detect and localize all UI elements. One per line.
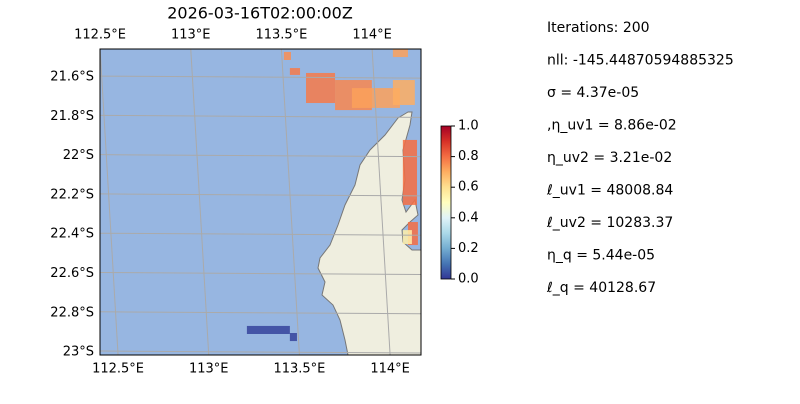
info-line: ℓ_uv1 = 48008.84 — [546, 183, 673, 199]
x-tick-label-bottom: 112.5°E — [92, 362, 144, 377]
grid-line — [190, 49, 210, 355]
land — [317, 111, 421, 355]
x-tick-label-top: 113.5°E — [255, 28, 307, 43]
colorbar-tick-label: 0.8 — [458, 149, 479, 164]
cell — [392, 80, 415, 105]
colorbar-tick-label: 0.6 — [458, 180, 479, 195]
grid — [100, 49, 421, 355]
colorbar-tick-label: 1.0 — [458, 119, 479, 134]
grid-line — [100, 311, 421, 315]
y-tick-label: 22.6°S — [50, 266, 94, 281]
grid-line — [100, 271, 421, 275]
info-line: ,η_uv1 = 8.86e-02 — [547, 118, 677, 134]
cell — [402, 139, 418, 205]
info-line: nll: -145.44870594885325 — [547, 53, 734, 69]
cell — [283, 51, 291, 60]
info-panel: Iterations: 200 nll: -145.44870594885325 σ… — [546, 20, 734, 296]
y-tick-label: 21.8°S — [50, 109, 94, 124]
chart-title: 2026-03-16T02:00:00Z — [167, 4, 353, 23]
info-line: η_q = 5.44e-05 — [547, 248, 655, 264]
grid-line — [100, 49, 119, 355]
grid-line — [100, 154, 421, 158]
x-tick-label-top: 112.5°E — [74, 28, 126, 43]
info-line: σ = 4.37e-05 — [547, 85, 639, 101]
colorbar — [440, 125, 452, 280]
cell — [289, 333, 297, 342]
y-tick-label: 22.2°S — [50, 187, 94, 202]
x-tick-label-bottom: 113.5°E — [273, 362, 325, 377]
y-tick-label: 22.4°S — [50, 227, 94, 242]
x-tick-label-top: 113°E — [171, 28, 211, 43]
colorbar-tick-label: 0.0 — [458, 272, 479, 287]
map-area — [100, 49, 421, 355]
grid-line — [100, 114, 421, 118]
grid-line — [100, 232, 421, 236]
cell — [392, 49, 408, 58]
x-tick-label-top: 114°E — [352, 28, 392, 43]
map-frame — [99, 48, 422, 356]
info-line: ℓ_uv2 = 10283.37 — [546, 215, 673, 231]
colorbar-tick-label: 0.4 — [458, 210, 479, 225]
y-tick-label: 22.8°S — [50, 305, 94, 320]
cell — [246, 325, 290, 334]
cell — [407, 222, 418, 246]
cell — [289, 68, 301, 75]
info-line: Iterations: 200 — [547, 20, 650, 36]
y-tick-label: 22°S — [63, 148, 94, 163]
grid-line — [280, 49, 300, 355]
info-line: η_uv2 = 3.21e-02 — [547, 150, 672, 166]
grid-line — [100, 75, 421, 79]
grid-line — [371, 49, 391, 355]
grid-line — [100, 193, 421, 197]
info-line: ℓ_q = 40128.67 — [546, 280, 656, 296]
colorbar-tick-label: 0.2 — [458, 241, 479, 256]
grid-line — [100, 350, 421, 354]
cell — [402, 230, 412, 245]
x-tick-label-bottom: 113°E — [189, 362, 229, 377]
y-tick-label: 21.6°S — [50, 70, 94, 85]
x-tick-label-bottom: 114°E — [370, 362, 410, 377]
cell — [351, 88, 400, 108]
y-tick-label: 23°S — [63, 345, 94, 360]
